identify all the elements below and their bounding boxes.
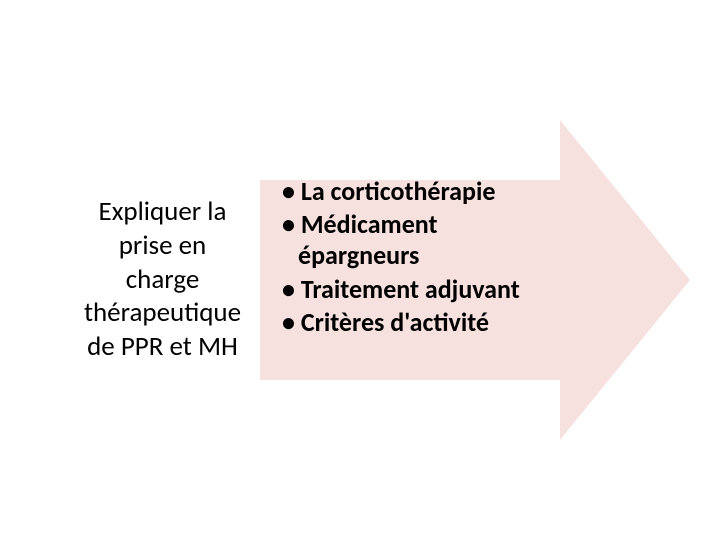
bullet-item: Traitement adjuvant bbox=[282, 274, 562, 305]
bullet-item: La corticothérapie bbox=[282, 176, 562, 207]
left-line-5: de PPR et MH bbox=[87, 330, 238, 363]
left-line-3: charge bbox=[126, 263, 200, 296]
left-line-2: prise en bbox=[119, 229, 207, 262]
left-line-1: Expliquer la bbox=[99, 195, 227, 228]
left-line-4: thérapeutique bbox=[84, 296, 241, 329]
left-title-block: Expliquer la prise en charge thérapeutiq… bbox=[55, 195, 270, 364]
bullet-list: La corticothérapie Médicament épargneurs… bbox=[282, 176, 562, 340]
bullet-item: Critères d'activité bbox=[282, 307, 562, 338]
bullet-item: Médicament épargneurs bbox=[282, 209, 562, 271]
